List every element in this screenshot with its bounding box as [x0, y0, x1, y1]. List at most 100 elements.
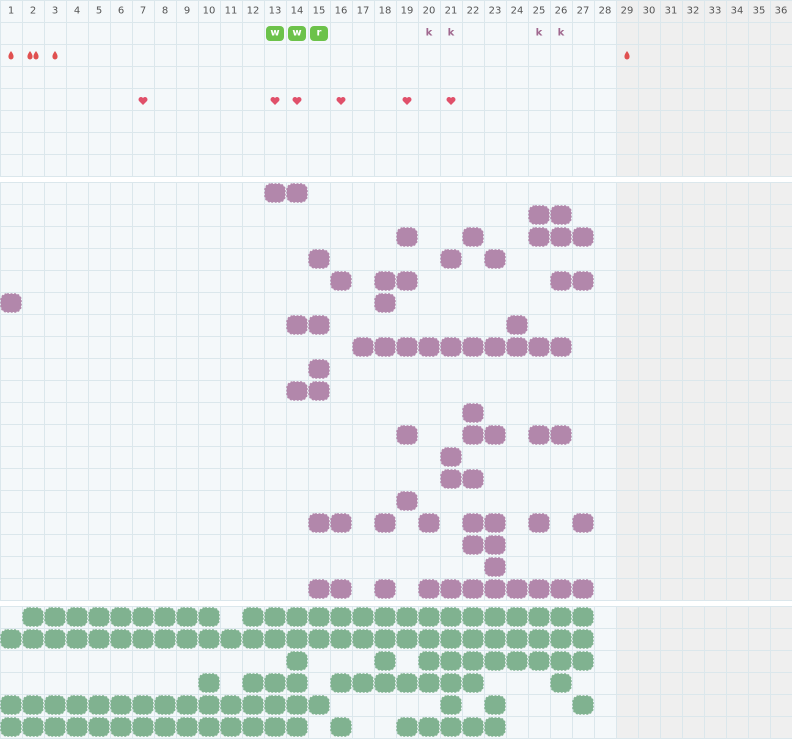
- blob: [22, 717, 44, 737]
- blob: [484, 337, 506, 357]
- column-number: 19: [401, 6, 414, 17]
- column-number: 33: [709, 6, 722, 17]
- blob: [308, 359, 330, 379]
- blob: [440, 607, 462, 627]
- blob: [242, 717, 264, 737]
- blob: [374, 293, 396, 313]
- blob: [484, 579, 506, 599]
- blob: [506, 337, 528, 357]
- blob: [440, 447, 462, 467]
- blob: [308, 579, 330, 599]
- blob: [528, 227, 550, 247]
- column-number: 9: [184, 6, 190, 17]
- blob: [330, 629, 352, 649]
- blob: [506, 629, 528, 649]
- blob: [242, 629, 264, 649]
- blob: [264, 629, 286, 649]
- blob: [352, 673, 374, 693]
- blob: [572, 651, 594, 671]
- column-number: 35: [753, 6, 766, 17]
- column-number: 21: [445, 6, 458, 17]
- blob: [286, 381, 308, 401]
- drop: [52, 51, 58, 60]
- blob: [528, 205, 550, 225]
- column-number: 16: [335, 6, 348, 17]
- column-number: 23: [489, 6, 502, 17]
- blob: [550, 425, 572, 445]
- blob: [440, 695, 462, 715]
- column-number: 27: [577, 6, 590, 17]
- column-number: 18: [379, 6, 392, 17]
- blob: [66, 717, 88, 737]
- blob: [330, 513, 352, 533]
- blob: [484, 513, 506, 533]
- blob: [44, 695, 66, 715]
- blob: [484, 607, 506, 627]
- blob: [198, 695, 220, 715]
- blob: [528, 607, 550, 627]
- badge-text: w: [292, 28, 301, 39]
- blob: [506, 607, 528, 627]
- blob: [440, 717, 462, 737]
- blob: [528, 651, 550, 671]
- blob: [506, 579, 528, 599]
- blob: [418, 579, 440, 599]
- blob: [528, 629, 550, 649]
- blob: [176, 717, 198, 737]
- heart: [336, 97, 346, 105]
- blob: [0, 629, 22, 649]
- column-number: 1: [8, 6, 14, 17]
- blob: [528, 579, 550, 599]
- blob: [286, 315, 308, 335]
- blob: [22, 629, 44, 649]
- blob: [286, 717, 308, 737]
- blob: [462, 673, 484, 693]
- blob: [440, 673, 462, 693]
- blob: [396, 607, 418, 627]
- heart: [402, 97, 412, 105]
- blob: [550, 673, 572, 693]
- blob: [396, 337, 418, 357]
- blob: [330, 271, 352, 291]
- column-number: 7: [140, 6, 146, 17]
- column-number: 13: [269, 6, 282, 17]
- heart: [138, 97, 148, 105]
- blob: [396, 227, 418, 247]
- drop: [8, 51, 14, 60]
- column-number: 11: [225, 6, 238, 17]
- blob: [176, 607, 198, 627]
- blob: [286, 629, 308, 649]
- blob: [462, 425, 484, 445]
- column-number: 26: [555, 6, 568, 17]
- blob: [572, 607, 594, 627]
- blob: [418, 651, 440, 671]
- blob: [286, 183, 308, 203]
- label-text: k: [426, 28, 433, 39]
- badge: [288, 26, 306, 41]
- blob: [176, 695, 198, 715]
- blob: [308, 695, 330, 715]
- blob: [374, 651, 396, 671]
- blob: [264, 695, 286, 715]
- blob: [154, 629, 176, 649]
- blob: [22, 695, 44, 715]
- blob: [484, 249, 506, 269]
- column-number: 28: [599, 6, 612, 17]
- blob: [352, 337, 374, 357]
- blob: [440, 651, 462, 671]
- column-number: 36: [775, 6, 788, 17]
- blob: [528, 337, 550, 357]
- badge-text: r: [317, 28, 322, 39]
- blob: [396, 425, 418, 445]
- blob: [374, 579, 396, 599]
- blob: [242, 673, 264, 693]
- blob: [374, 271, 396, 291]
- blob: [110, 717, 132, 737]
- blob: [550, 337, 572, 357]
- blob: [154, 695, 176, 715]
- blob: [418, 607, 440, 627]
- blob: [396, 491, 418, 511]
- blob: [176, 629, 198, 649]
